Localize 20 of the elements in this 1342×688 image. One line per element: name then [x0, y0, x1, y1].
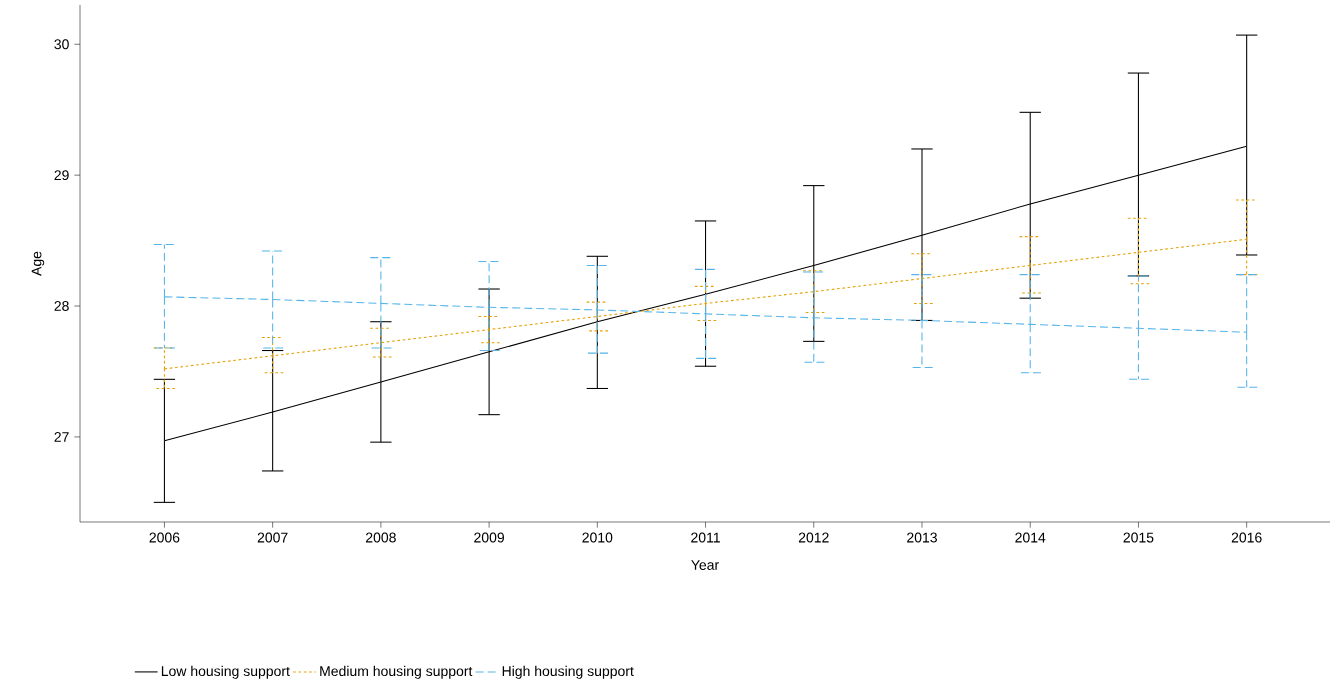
y-tick-label: 27: [54, 432, 69, 442]
y-axis-title: Age: [31, 251, 45, 276]
x-tick-label: 2009: [474, 532, 504, 543]
legend-label: Medium housing support: [320, 665, 473, 679]
x-tick-label: 2007: [257, 532, 288, 543]
x-tick-label: 2006: [149, 532, 180, 543]
x-tick-label: 2011: [691, 532, 720, 543]
x-axis-title: Year: [691, 560, 719, 570]
legend-label: Low housing support: [161, 665, 290, 679]
y-tick-label: 30: [54, 39, 69, 50]
x-tick-label: 2012: [798, 532, 829, 543]
x-tick-label: 2013: [907, 532, 937, 543]
y-tick-label: 29: [54, 170, 69, 181]
y-tick-label: 28: [54, 301, 69, 311]
legend-label: High housing support: [502, 665, 634, 679]
x-tick-label: 2010: [582, 532, 613, 543]
x-tick-label: 2015: [1123, 532, 1154, 543]
x-tick-label: 2016: [1231, 532, 1262, 543]
x-tick-label: 2008: [366, 532, 396, 543]
x-tick-label: 2014: [1015, 532, 1046, 543]
